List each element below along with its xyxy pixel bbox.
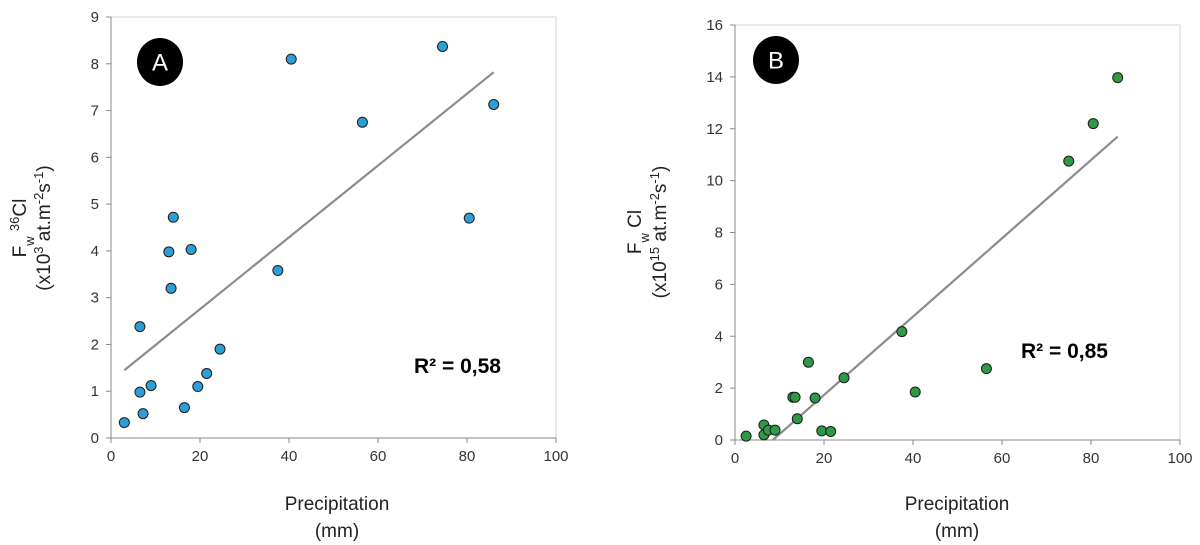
chart-a-y-tick-label: 8 — [91, 56, 99, 73]
chart-b-y-axis-unit: (x1015 at.m-2s-1) — [647, 166, 672, 299]
chart-a-data-point — [145, 380, 157, 392]
chart-b-x-tick-label: 0 — [731, 450, 739, 467]
chart-b-x-tick-label: 40 — [905, 450, 922, 467]
chart-a-data-point — [285, 53, 297, 65]
chart-a-data-point — [437, 40, 449, 52]
chart-panel-b: 0 20 40 60 80 100 0 2 4 6 8 10 12 14 16 B R² = 0,85 P… — [600, 0, 1200, 545]
chart-b-y-tick-label: 8 — [715, 225, 723, 242]
chart-a-y-tick-label: 1 — [91, 383, 99, 400]
chart-a-data-point — [163, 246, 175, 258]
chart-b-data-point — [825, 425, 837, 437]
chart-a-x-tick-label: 60 — [370, 448, 387, 465]
chart-b-data-point — [896, 326, 908, 338]
chart-b-x-tick-label: 20 — [816, 450, 833, 467]
chart-b-data-point — [802, 356, 814, 368]
chart-b-y-tick-label: 12 — [706, 121, 723, 138]
chart-a-x-tick-label: 20 — [192, 448, 209, 465]
chart-a-y-tick-label: 4 — [91, 243, 99, 260]
chart-a-data-point — [214, 343, 226, 355]
chart-a-y-tick-label: 9 — [91, 9, 99, 26]
chart-a-x-axis-unit: (mm) — [315, 521, 359, 542]
chart-a-data-point — [272, 265, 284, 277]
chart-b-x-tick-label: 100 — [1167, 450, 1192, 467]
chart-b-y-ticks: 0 2 4 6 8 10 12 14 16 — [706, 17, 735, 449]
chart-b-data-point — [980, 363, 992, 375]
chart-b-x-axis-title: Precipitation — [905, 494, 1010, 515]
chart-b-badge-shape — [753, 36, 799, 84]
chart-b-badge-label: B — [768, 48, 784, 75]
chart-b-points — [740, 72, 1124, 442]
chart-a-data-point — [192, 381, 204, 393]
chart-a-data-point — [134, 386, 146, 398]
chart-b-data-point — [909, 386, 921, 398]
chart-a-x-axis-title: Precipitation — [285, 494, 390, 515]
chart-b-x-axis-unit: (mm) — [935, 521, 979, 542]
chart-a-y-tick-label: 3 — [91, 290, 99, 307]
chart-b-y-tick-label: 14 — [706, 69, 723, 86]
chart-b-plot-area: 0 20 40 60 80 100 0 2 4 6 8 10 12 14 16 — [706, 17, 1192, 467]
chart-b-data-point — [1112, 72, 1124, 84]
chart-a-x-tick-label: 80 — [459, 448, 476, 465]
chart-b-panel-badge: B — [753, 36, 799, 84]
chart-a-y-ticks: 0 1 2 3 4 5 6 7 8 9 — [91, 9, 111, 447]
chart-b-data-point — [809, 392, 821, 404]
chart-a-y-tick-label: 2 — [91, 336, 99, 353]
chart-b-y-tick-label: 2 — [715, 380, 723, 397]
chart-b-r2-annotation: R² = 0,85 — [1021, 340, 1108, 363]
chart-a-data-point — [165, 282, 177, 294]
chart-b-y-tick-label: 0 — [715, 432, 723, 449]
chart-a-y-tick-label: 6 — [91, 149, 99, 166]
chart-b-data-point — [791, 413, 803, 425]
chart-a-y-axis-unit: (x103 at.m-2s-1) — [31, 165, 56, 290]
chart-b-trendline-group — [772, 135, 1119, 441]
chart-b-data-point — [838, 372, 850, 384]
chart-a-data-point — [118, 417, 130, 429]
chart-b-y-tick-label: 10 — [706, 173, 723, 190]
chart-b-x-tick-label: 60 — [994, 450, 1011, 467]
chart-b-x-tick-label: 80 — [1083, 450, 1100, 467]
chart-b-y-tick-label: 16 — [706, 17, 723, 34]
chart-b-y-tick-label: 4 — [715, 328, 723, 345]
chart-a-y-tick-label: 5 — [91, 196, 99, 213]
chart-a-data-point — [134, 321, 146, 333]
chart-a-x-ticks: 0 20 40 60 80 100 — [107, 438, 569, 465]
chart-b-data-point — [1087, 118, 1099, 130]
chart-b-data-point — [1063, 155, 1075, 167]
chart-a-data-point — [185, 243, 197, 255]
chart-a-data-point — [488, 98, 500, 110]
chart-panel-a: 0 20 40 60 80 100 0 1 2 3 4 5 6 7 8 9 A R² = 0,58 Prec… — [7, 9, 569, 542]
chart-b-trendline — [772, 135, 1119, 441]
chart-a-trendline — [123, 71, 495, 372]
chart-a-y-tick-label: 7 — [91, 103, 99, 120]
chart-a-points — [118, 40, 500, 429]
chart-b-y-tick-label: 6 — [715, 276, 723, 293]
chart-a-trendline-group — [123, 71, 495, 372]
chart-a-panel-badge: A — [137, 38, 183, 86]
chart-a-x-tick-label: 0 — [107, 448, 115, 465]
chart-a-data-point — [356, 116, 368, 128]
chart-a-badge-shape — [137, 38, 183, 86]
chart-b-data-point — [740, 430, 752, 442]
chart-a-data-point — [463, 212, 475, 224]
chart-a-data-point — [201, 367, 213, 379]
chart-b-plot-frame — [734, 24, 1181, 441]
chart-b-data-point — [769, 424, 781, 436]
chart-a-data-point — [137, 408, 149, 420]
chart-a-x-tick-label: 40 — [281, 448, 298, 465]
chart-a-svg: 0 20 40 60 80 100 0 1 2 3 4 5 6 7 8 9 A R² = 0,58 Prec… — [7, 9, 569, 542]
chart-a-r2-annotation: R² = 0,58 — [414, 355, 501, 378]
chart-b-data-point — [789, 391, 801, 403]
chart-a-data-point — [178, 402, 190, 414]
chart-a-plot-area: 0 20 40 60 80 100 0 1 2 3 4 5 6 7 8 9 — [91, 9, 569, 465]
chart-b-x-ticks: 0 20 40 60 80 100 — [731, 440, 1193, 467]
chart-a-data-point — [167, 211, 179, 223]
chart-a-badge-label: A — [152, 50, 168, 77]
chart-a-y-tick-label: 0 — [91, 430, 99, 447]
chart-a-x-tick-label: 100 — [543, 448, 568, 465]
chart-b-svg: 0 20 40 60 80 100 0 2 4 6 8 10 12 14 16 B R² = 0,85 P… — [625, 17, 1193, 542]
